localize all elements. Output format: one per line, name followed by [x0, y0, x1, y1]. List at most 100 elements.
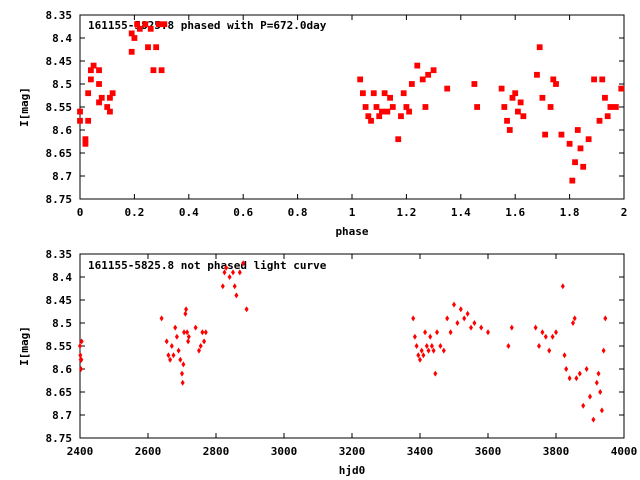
data-point: [412, 333, 417, 340]
data-point: [594, 379, 599, 386]
data-point: [585, 136, 592, 143]
data-point: [547, 347, 552, 354]
data-point: [414, 62, 421, 69]
x-tick-label: 3800: [543, 445, 570, 458]
data-point: [424, 343, 429, 349]
data-point: [232, 283, 237, 290]
data-point: [479, 324, 484, 331]
data-point: [389, 104, 396, 110]
data-point: [381, 90, 388, 97]
data-point: [136, 25, 143, 32]
x-axis-label: hjd0: [339, 464, 366, 477]
unphased-light-curve-panel: 161155-5825.8 not phased light curve hjd…: [18, 248, 637, 477]
data-point: [79, 338, 84, 345]
data-point: [147, 25, 154, 32]
x-tick-label: 2800: [203, 445, 230, 458]
data-point: [186, 333, 191, 340]
data-point: [180, 379, 185, 386]
chart-title: 161155-5825.8 phased with P=672.0day: [88, 19, 327, 32]
data-point: [107, 108, 113, 115]
data-point: [506, 343, 511, 349]
data-point: [533, 324, 538, 331]
y-tick-label: 8.75: [46, 432, 73, 445]
data-point: [554, 329, 558, 336]
data-point: [558, 131, 565, 138]
data-point: [171, 352, 176, 359]
data-point: [387, 94, 393, 101]
data-point: [423, 329, 428, 336]
data-point: [601, 347, 606, 354]
axis-ticks: 2400 2600 2800 3000 3200 3400 3600 3800 4000 8.35…: [46, 248, 638, 458]
data-point: [142, 21, 149, 28]
data-point: [109, 90, 116, 97]
data-point: [370, 90, 377, 97]
data-point: [85, 117, 92, 124]
data-point: [150, 67, 157, 74]
data-point: [98, 94, 105, 101]
data-point: [433, 370, 438, 377]
data-point: [603, 315, 608, 322]
data-point: [362, 104, 369, 110]
data-point: [379, 108, 385, 115]
data-point: [183, 310, 188, 317]
x-tick-label: 4000: [611, 445, 638, 458]
data-point: [79, 356, 84, 363]
y-tick-label: 8.6: [52, 124, 72, 137]
data-point: [411, 315, 416, 322]
data-point: [574, 127, 581, 133]
data-point: [153, 44, 160, 51]
data-point: [96, 67, 102, 74]
data-point: [536, 44, 543, 51]
x-tick-label: 0.6: [233, 206, 253, 219]
y-tick-label: 8.65: [46, 386, 73, 399]
y-tick-label: 8.5: [52, 78, 72, 91]
x-tick-label: 0: [77, 206, 84, 219]
data-point: [185, 329, 190, 336]
data-point: [618, 85, 625, 92]
data-point: [591, 76, 597, 83]
data-point: [419, 76, 426, 83]
data-point: [509, 324, 514, 331]
x-tick-label: 0.8: [288, 206, 308, 219]
data-point: [79, 366, 84, 372]
data-point: [197, 347, 201, 354]
data-point: [553, 81, 559, 87]
data-point: [186, 338, 191, 345]
data-point: [227, 274, 232, 280]
data-point: [584, 366, 589, 372]
y-tick-label: 8.35: [46, 248, 73, 261]
data-point: [78, 352, 83, 359]
axis-ticks: 0 0.2 0.4 0.6 0.8 1 1.2 1.4 1.6 1.8 2 8.35 8.4 8.45 8.…: [46, 9, 628, 219]
data-point: [517, 99, 524, 106]
data-point: [566, 140, 573, 147]
data-point: [145, 44, 151, 51]
data-point: [591, 416, 596, 423]
data-point: [504, 117, 510, 124]
data-point: [441, 347, 446, 354]
data-point: [164, 338, 169, 345]
y-tick-label: 8.7: [52, 170, 72, 183]
data-point: [395, 136, 402, 143]
data-point: [501, 104, 508, 110]
data-point: [462, 315, 467, 322]
x-tick-label: 1.2: [396, 206, 416, 219]
y-tick-label: 8.45: [46, 55, 73, 68]
data-point: [428, 333, 433, 340]
data-point: [220, 283, 225, 290]
y-tick-label: 8.7: [52, 409, 72, 422]
data-point: [422, 104, 429, 110]
data-point: [560, 283, 565, 290]
data-point: [198, 343, 203, 349]
data-point: [506, 127, 513, 133]
data-point: [78, 343, 82, 349]
data-point: [244, 306, 249, 313]
data-point: [540, 329, 545, 336]
data-point: [174, 333, 179, 340]
data-point: [161, 21, 168, 28]
data-point: [425, 71, 432, 78]
data-point: [564, 366, 569, 372]
x-axis-label: phase: [335, 225, 368, 238]
data-point: [569, 177, 576, 184]
data-point: [550, 333, 555, 340]
data-point: [193, 324, 198, 331]
